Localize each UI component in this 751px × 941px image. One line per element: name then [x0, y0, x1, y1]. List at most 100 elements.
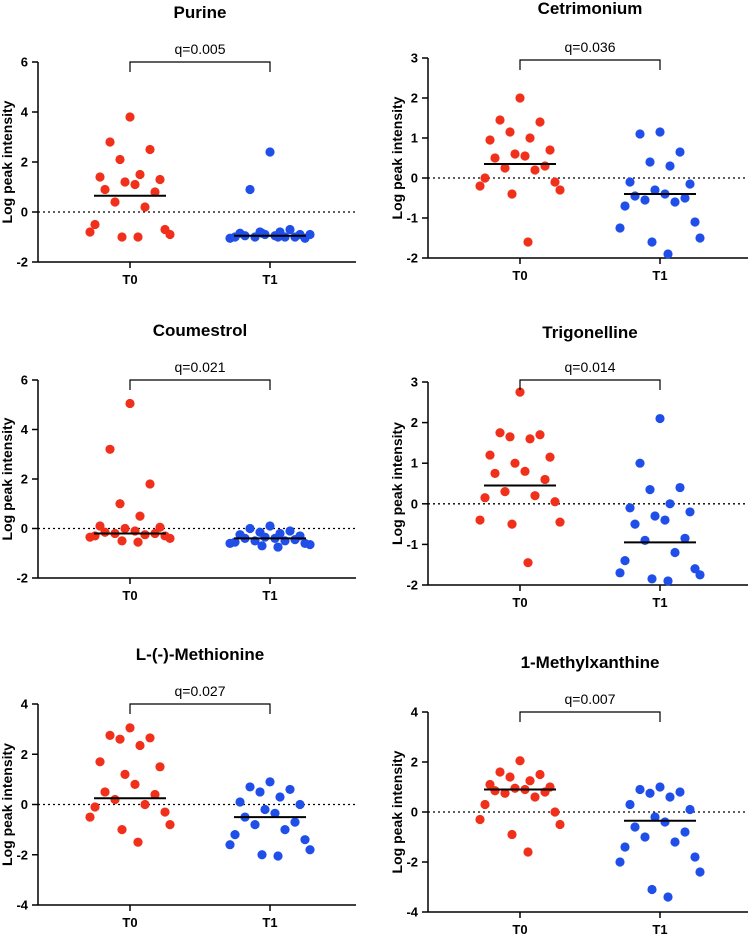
data-point-t1 [655, 127, 665, 137]
data-point-t0 [95, 757, 105, 767]
data-point-t1 [665, 792, 675, 802]
data-point-t1 [250, 232, 260, 242]
data-point-t0 [110, 197, 120, 207]
x-tick-label: T0 [122, 915, 137, 930]
y-tick-label: 3 [411, 375, 418, 390]
x-tick-label: T0 [512, 268, 527, 283]
data-point-t1 [295, 799, 305, 810]
data-point-t0 [100, 184, 110, 195]
data-point-t0 [490, 786, 500, 796]
data-point-t1 [655, 782, 665, 792]
data-point-t0 [535, 117, 545, 127]
data-point-t1 [285, 784, 295, 795]
data-point-t0 [480, 173, 490, 183]
x-tick-label: T1 [262, 272, 277, 287]
data-point-t1 [640, 535, 650, 545]
data-point-t0 [145, 144, 155, 155]
y-tick-label: -2 [406, 578, 418, 593]
data-point-t0 [520, 151, 530, 161]
significance-label: q=0.021 [175, 359, 226, 375]
data-point-t0 [165, 533, 175, 544]
data-point-t1 [285, 224, 295, 235]
data-point-t1 [257, 850, 267, 860]
data-point-t0 [155, 174, 165, 185]
data-point-t0 [117, 232, 127, 242]
data-point-t0 [145, 733, 155, 743]
y-axis-label: Log peak intensity [389, 422, 405, 545]
data-point-t1 [305, 229, 315, 240]
data-point-t0 [500, 487, 510, 497]
y-axis-label: Log peak intensity [389, 96, 405, 219]
y-tick-label: -2 [16, 255, 28, 270]
data-point-t0 [125, 398, 135, 409]
data-point-t0 [505, 127, 515, 137]
data-point-t1 [620, 556, 630, 566]
data-point-t1 [645, 788, 655, 798]
data-point-t1 [273, 851, 283, 861]
chart-panel-2: Cetrimonium Log peak intensity -2 -1 0 1 2 3 T0 T… [389, 0, 748, 283]
data-point-t1 [273, 232, 283, 242]
data-point-t1 [273, 542, 283, 552]
data-point-t1 [265, 521, 275, 531]
data-point-t0 [510, 783, 520, 793]
chart-panel-3: Coumestrol Log peak intensity -2 0 2 4 6 T0 T1 q=… [0, 321, 356, 603]
data-point-t1 [665, 499, 675, 509]
data-point-t0 [515, 93, 525, 103]
data-point-t0 [150, 187, 160, 197]
data-point-t0 [525, 434, 535, 444]
data-point-t1 [645, 484, 655, 495]
data-point-t0 [535, 769, 545, 780]
y-tick-label: 3 [411, 51, 418, 66]
data-point-t0 [505, 772, 515, 782]
data-point-t1 [640, 832, 650, 842]
data-point-t1 [260, 532, 270, 542]
y-axis-label: Log peak intensity [0, 100, 15, 223]
y-tick-label: 0 [21, 521, 28, 536]
data-point-t0 [550, 807, 560, 817]
data-point-t0 [125, 723, 135, 733]
data-point-t1 [305, 539, 315, 550]
data-point-t0 [540, 161, 550, 171]
data-point-t1 [635, 784, 645, 795]
significance-bracket [129, 379, 271, 390]
data-point-t0 [160, 807, 170, 817]
data-point-t0 [110, 794, 120, 805]
significance-bracket [519, 379, 661, 390]
data-point-t0 [115, 734, 125, 744]
y-tick-label: -1 [406, 211, 418, 226]
x-tick-label: T1 [652, 595, 667, 610]
data-point-t0 [155, 762, 165, 772]
data-point-t1 [235, 797, 245, 807]
y-tick-label: -2 [16, 571, 28, 586]
data-point-t0 [475, 814, 485, 825]
data-point-t1 [690, 852, 700, 862]
data-point-t1 [300, 835, 310, 845]
data-point-t1 [690, 564, 700, 574]
data-point-t0 [85, 532, 95, 542]
data-point-t0 [535, 430, 545, 440]
data-point-t1 [645, 157, 655, 167]
data-point-t1 [255, 787, 265, 797]
data-point-t1 [275, 792, 285, 802]
data-point-t1 [225, 538, 235, 548]
data-point-t0 [165, 229, 175, 240]
data-point-t1 [650, 511, 660, 521]
data-point-t0 [555, 517, 565, 527]
data-point-t1 [670, 837, 680, 847]
y-axis-label: Log peak intensity [0, 743, 15, 866]
data-point-t1 [270, 808, 280, 818]
data-point-t1 [685, 804, 695, 815]
data-point-t1 [650, 812, 660, 822]
data-point-t0 [115, 154, 125, 165]
data-point-t0 [510, 149, 520, 159]
y-tick-label: 0 [21, 205, 28, 220]
data-point-t0 [550, 177, 560, 187]
data-point-t1 [615, 857, 625, 867]
y-tick-label: 2 [21, 472, 28, 487]
x-tick-label: T0 [512, 595, 527, 610]
y-tick-label: 4 [21, 697, 29, 712]
data-point-t1 [257, 541, 267, 551]
y-tick-label: -1 [406, 537, 418, 552]
data-point-t1 [250, 820, 260, 830]
